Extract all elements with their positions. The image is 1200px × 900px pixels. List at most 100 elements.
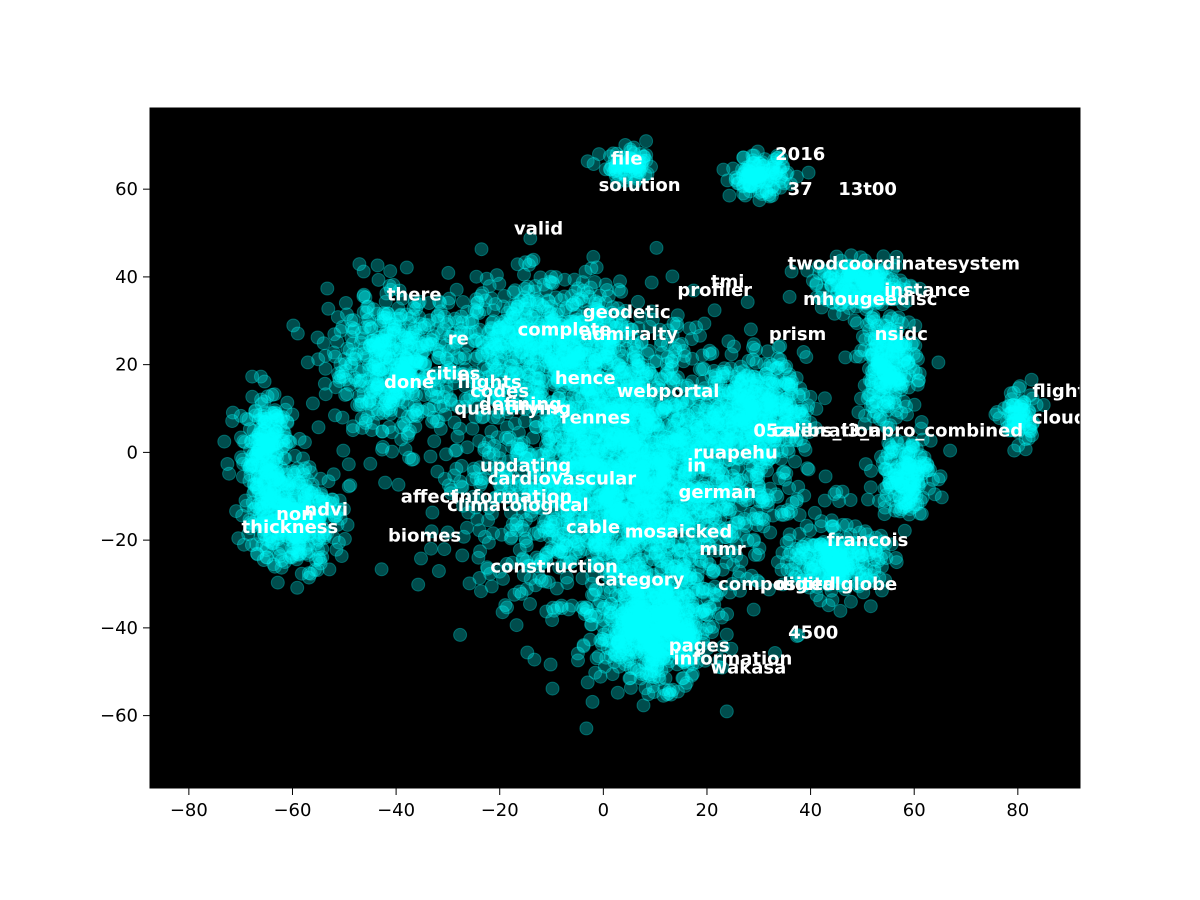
scatter-point xyxy=(650,658,665,673)
scatter-point xyxy=(577,509,592,524)
scatter-point xyxy=(571,444,586,459)
scatter-point xyxy=(546,542,561,557)
scatter-point xyxy=(630,588,645,603)
scatter-point xyxy=(673,419,688,434)
scatter-point xyxy=(638,527,653,542)
scatter-point xyxy=(601,490,616,505)
scatter-point xyxy=(707,303,722,318)
scatter-point xyxy=(613,429,628,444)
scatter-point xyxy=(616,361,631,376)
scatter-point xyxy=(610,540,625,555)
scatter-point xyxy=(593,633,608,648)
scatter-point xyxy=(394,420,408,435)
scatter-point xyxy=(675,447,690,462)
scatter-point xyxy=(349,373,363,388)
scatter-point xyxy=(528,482,542,497)
scatter-point xyxy=(746,447,761,462)
scatter-point xyxy=(508,296,523,311)
scatter-point xyxy=(465,421,480,436)
scatter-point xyxy=(580,285,595,300)
scatter-point xyxy=(566,482,581,497)
scatter-point xyxy=(679,486,693,501)
scatter-point xyxy=(431,564,446,578)
scatter-point xyxy=(370,258,385,273)
scatter-point xyxy=(635,357,650,372)
scatter-point xyxy=(420,338,435,353)
scatter-point xyxy=(600,487,615,502)
scatter-point xyxy=(626,437,641,452)
scatter-point xyxy=(704,418,718,433)
scatter-point xyxy=(649,476,664,491)
scatter-point xyxy=(579,452,594,467)
scatter-point xyxy=(623,661,638,676)
scatter-point xyxy=(774,169,789,184)
scatter-point xyxy=(537,513,552,528)
scatter-point xyxy=(743,458,758,473)
scatter-point xyxy=(608,376,623,391)
scatter-point xyxy=(653,541,668,556)
scatter-point xyxy=(338,296,353,310)
scatter-point xyxy=(675,671,690,686)
scatter-point xyxy=(569,408,584,423)
scatter-point xyxy=(453,627,468,642)
scatter-point xyxy=(460,520,474,535)
scatter-point xyxy=(331,366,346,381)
scatter-point xyxy=(659,552,674,566)
scatter-point xyxy=(702,423,717,438)
scatter-point xyxy=(559,461,574,476)
scatter-point xyxy=(635,477,650,492)
scatter-point xyxy=(580,372,595,387)
scatter-point xyxy=(747,155,762,170)
scatter-point xyxy=(653,448,668,463)
scatter-point xyxy=(785,496,800,511)
scatter-point xyxy=(680,407,695,422)
scatter-point xyxy=(614,497,628,512)
scatter-point xyxy=(406,452,421,467)
scatter-point xyxy=(528,500,542,515)
scatter-point xyxy=(561,350,576,365)
scatter-point xyxy=(613,638,628,652)
scatter-point xyxy=(634,426,648,440)
scatter-point xyxy=(623,528,638,543)
scatter-point xyxy=(505,517,520,532)
scatter-point xyxy=(501,485,516,500)
scatter-point xyxy=(352,257,367,272)
scatter-point xyxy=(693,460,708,474)
scatter-point xyxy=(705,430,720,445)
scatter-point xyxy=(730,472,745,487)
scatter-point xyxy=(689,481,704,496)
scatter-point xyxy=(402,450,417,465)
scatter-point xyxy=(680,617,695,632)
scatter-point xyxy=(549,432,564,447)
scatter-point xyxy=(624,606,639,621)
scatter-point xyxy=(602,536,617,551)
scatter-point xyxy=(375,439,390,454)
scatter-point xyxy=(316,336,331,351)
scatter-point xyxy=(652,500,667,515)
scatter-point xyxy=(531,552,546,567)
scatter-point xyxy=(665,595,680,610)
scatter-point xyxy=(485,341,500,356)
scatter-point xyxy=(520,451,535,466)
scatter-point xyxy=(555,416,570,431)
scatter-point xyxy=(641,390,656,404)
scatter-point xyxy=(661,584,676,599)
scatter-point xyxy=(602,539,617,554)
scatter-point xyxy=(541,416,556,431)
scatter-point xyxy=(645,529,660,544)
scatter-point xyxy=(650,424,665,439)
scatter-point xyxy=(473,472,488,487)
scatter-point xyxy=(508,283,523,298)
scatter-point xyxy=(560,505,575,520)
scatter-point xyxy=(468,388,483,403)
scatter-point xyxy=(568,284,583,299)
scatter-point xyxy=(605,667,620,682)
scatter-point xyxy=(704,441,719,455)
scatter-point xyxy=(652,400,667,415)
scatter-point xyxy=(599,633,614,648)
scatter-point xyxy=(681,517,696,532)
scatter-point xyxy=(626,441,641,456)
scatter-point xyxy=(728,173,743,188)
scatter-point xyxy=(608,426,623,441)
scatter-point xyxy=(652,527,666,542)
